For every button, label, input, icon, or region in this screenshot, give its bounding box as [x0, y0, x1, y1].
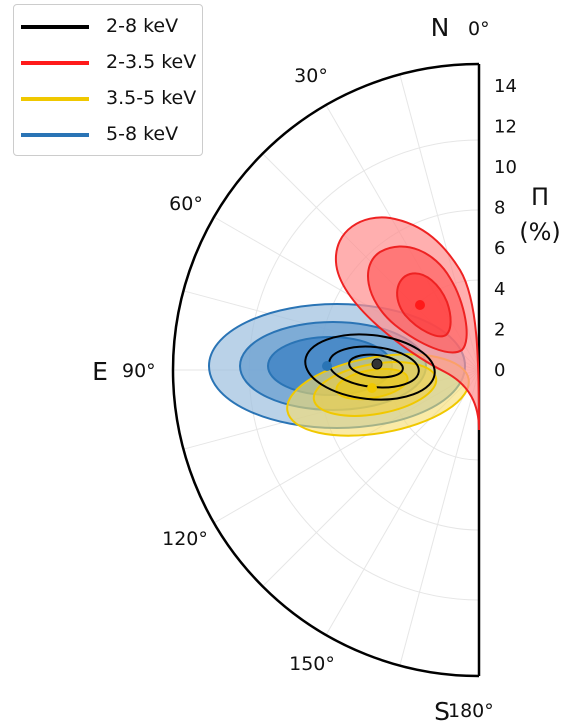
- angle-gridline: [399, 369, 480, 666]
- legend-item-3-5-5kev: 3.5-5 keV: [14, 85, 202, 113]
- legend-item-2-8kev: 2-8 keV: [14, 13, 202, 41]
- radial-tick-label: 12: [494, 116, 517, 137]
- legend-label-5-8kev: 5-8 keV: [106, 123, 179, 145]
- radial-tick-label: 0: [494, 360, 505, 381]
- legend-swatch-5-8kev: [21, 133, 89, 137]
- cardinal-south-label: S: [434, 697, 450, 724]
- best-fit-marker: [415, 300, 425, 310]
- best-fit-marker: [367, 383, 377, 393]
- black-contour-inner: [348, 353, 404, 379]
- cardinal-east-label: E: [92, 357, 108, 386]
- radial-tick-label: 10: [494, 157, 517, 178]
- radial-tick-label: 4: [494, 279, 505, 300]
- outer-boundary: [171, 62, 480, 678]
- angle-tick-label: 30°: [294, 65, 328, 87]
- angle-tick-label: 120°: [162, 528, 208, 550]
- angle-tick-label: 0°: [468, 18, 490, 40]
- radial-tick-label: 14: [494, 76, 517, 97]
- angle-tick-label: 180°: [448, 700, 494, 722]
- radial-axis-label: Π: [531, 183, 549, 211]
- black-contour-outer: [304, 333, 436, 401]
- radial-tick-label: 8: [494, 198, 505, 219]
- radial-axis-unit-label: (%): [519, 218, 561, 246]
- legend-item-2-3-5kev: 2-3.5 keV: [14, 49, 202, 77]
- best-fit-markers: [322, 300, 425, 393]
- best-fit-marker: [371, 358, 383, 370]
- angle-gridline: [325, 369, 480, 636]
- radial-tick-label: 6: [494, 238, 505, 259]
- best-fit-marker: [322, 361, 332, 371]
- angle-tick-label: 90°: [122, 360, 156, 382]
- legend-label-2-8kev: 2-8 keV: [106, 15, 179, 37]
- legend-swatch-2-8kev: [21, 25, 89, 29]
- legend-label-2-3-5kev: 2-3.5 keV: [106, 51, 197, 73]
- axis-labels: 0 2 4 6 8 10 12 14 0° 30° 60° 90° 120° 150° 180° N E S Π (%…: [92, 13, 561, 724]
- chart-legend: 2-8 keV 2-3.5 keV 3.5-5 keV 5-8 keV: [13, 4, 203, 156]
- radial-tick-label: 2: [494, 319, 505, 340]
- legend-label-3-5-5kev: 3.5-5 keV: [106, 87, 197, 109]
- legend-swatch-3-5-5kev: [21, 97, 89, 101]
- series-2-3-5kev-contours: [334, 216, 480, 431]
- angle-tick-label: 150°: [289, 653, 335, 675]
- cardinal-north-label: N: [431, 13, 450, 42]
- angle-tick-label: 60°: [169, 193, 203, 215]
- legend-item-5-8kev: 5-8 keV: [14, 121, 202, 149]
- legend-swatch-2-3-5kev: [21, 61, 89, 65]
